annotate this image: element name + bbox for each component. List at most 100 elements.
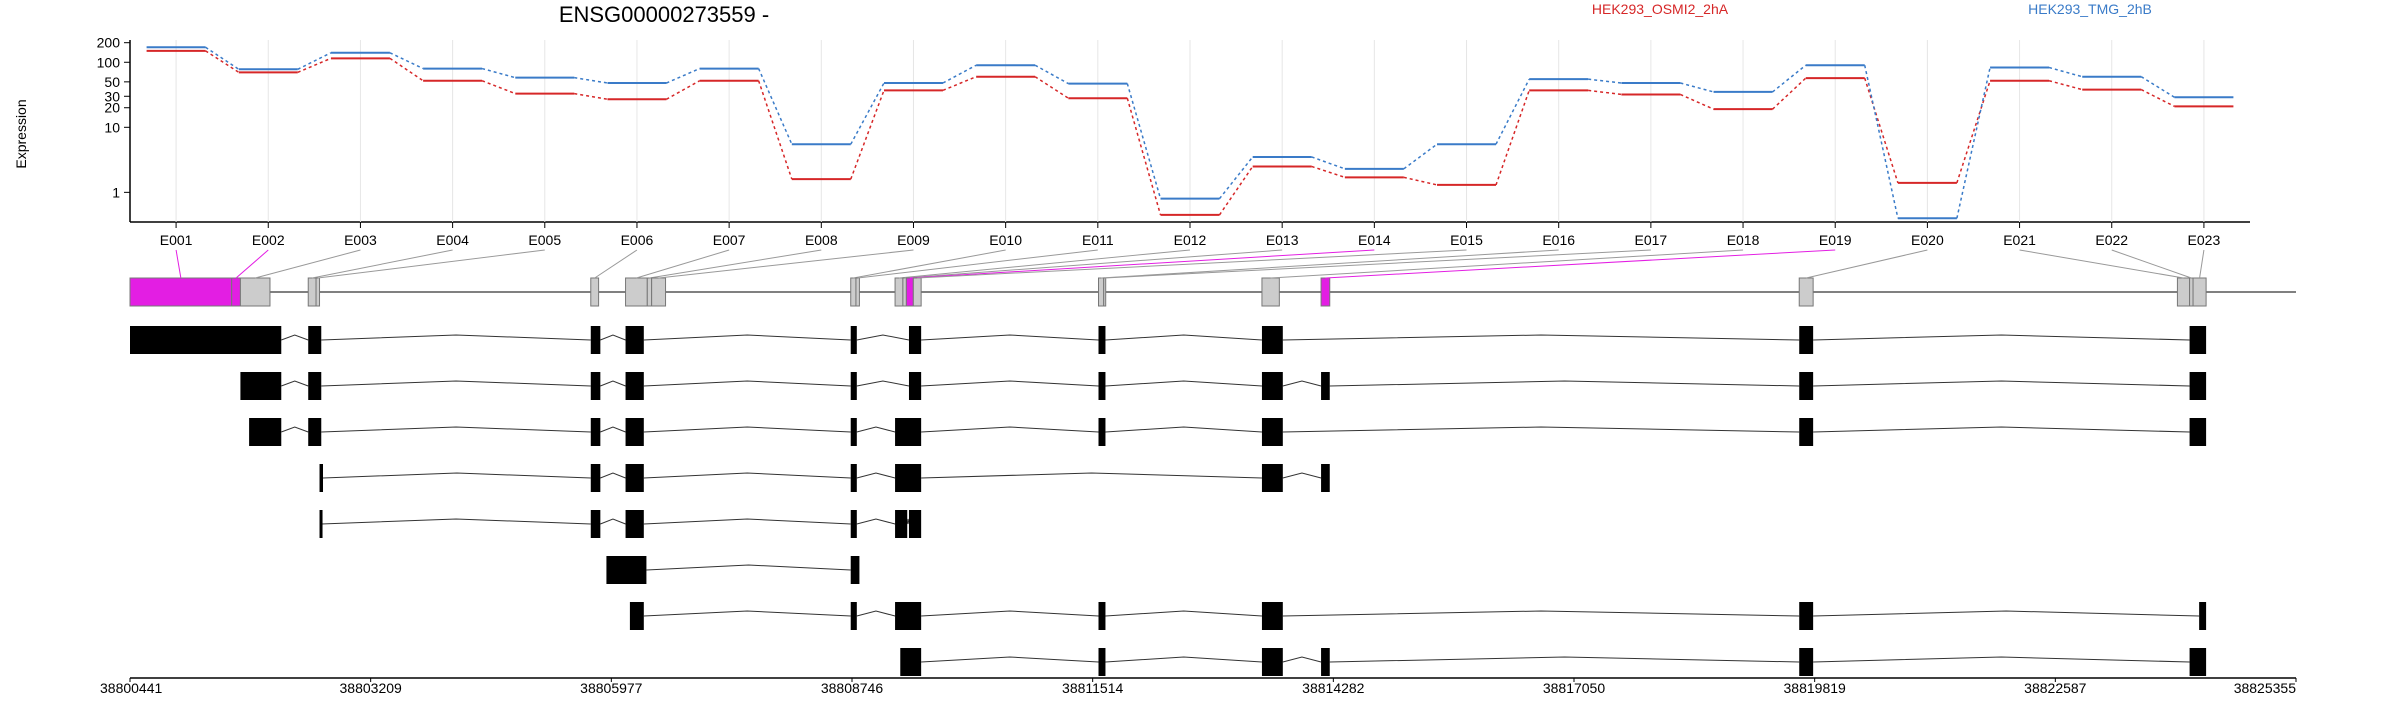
x-tick-label: E012: [1174, 232, 1207, 248]
intron-line: [1105, 334, 1262, 341]
x-tick-label: E008: [805, 232, 838, 248]
x-tick-label: E015: [1450, 232, 1483, 248]
transcript-exon: [850, 556, 860, 584]
intron-line: [1813, 426, 2190, 433]
transcript-exon: [240, 372, 282, 400]
exon-segment-E023: [2192, 277, 2207, 307]
exon-segment-E003: [239, 277, 271, 307]
intron-line: [646, 564, 851, 571]
intron-line: [1105, 610, 1262, 617]
transcript-exon: [1261, 326, 1283, 354]
intron-line: [322, 472, 591, 479]
intron-line: [1813, 380, 2190, 387]
intron-line: [1329, 656, 1800, 663]
intron-line: [600, 472, 626, 479]
intron-line: [921, 380, 1099, 387]
intron-line: [856, 518, 896, 525]
exon-mapping-line-E022: [2111, 249, 2192, 279]
transcript-exon: [1098, 372, 1106, 400]
intron-line: [643, 334, 851, 341]
transcript-exon: [1799, 602, 1814, 630]
transcript-exon: [1321, 648, 1330, 676]
intron-line: [321, 380, 591, 387]
y-tick-label: 10: [104, 119, 120, 135]
x-tick-label: E009: [897, 232, 930, 248]
exon-mapping-line-E015: [917, 249, 1467, 279]
transcript-exon: [629, 602, 644, 630]
connector-line: [389, 57, 424, 82]
connector-line: [1588, 78, 1622, 84]
x-tick-label: E018: [1727, 232, 1760, 248]
connector-line: [1311, 165, 1346, 179]
y-tick-label: 20: [104, 100, 120, 116]
connector-line: [757, 68, 793, 145]
connector-line: [2048, 66, 2083, 78]
exon-mapping-line-E014: [909, 249, 1375, 279]
transcript-exon: [1321, 372, 1330, 400]
y-tick-label: 50: [104, 74, 120, 90]
transcript-exon: [308, 326, 322, 354]
connector-line: [2140, 88, 2175, 108]
intron-line: [856, 380, 910, 387]
connector-line: [1218, 156, 1254, 200]
transcript-exon: [590, 510, 601, 538]
exon-mapping-line-E003: [255, 249, 361, 279]
transcript-exon: [2189, 418, 2207, 446]
exon-mapping-line-E002: [235, 249, 269, 279]
x-tick-label: E017: [1635, 232, 1668, 248]
intron-line: [856, 472, 896, 479]
y-tick-label: 30: [104, 88, 120, 104]
y-tick-label: 200: [97, 35, 121, 51]
transcript-exon: [2199, 602, 2207, 630]
intron-line: [1105, 380, 1262, 387]
genomic-axis-label: 38800441: [100, 680, 163, 696]
intron-line: [600, 334, 626, 341]
exon-segment-E007: [625, 277, 648, 307]
transcript-exon: [308, 372, 322, 400]
transcript-exon: [2189, 372, 2207, 400]
exon-mapping-line-E005: [317, 249, 545, 279]
transcript-exon: [908, 510, 922, 538]
transcript-exon: [895, 464, 922, 492]
transcript-exon: [2189, 648, 2207, 676]
x-tick-label: E003: [344, 232, 377, 248]
intron-line: [921, 610, 1099, 617]
transcript-exon: [590, 464, 601, 492]
intron-line: [281, 426, 309, 433]
genomic-axis-label: 38803209: [340, 680, 403, 696]
intron-line: [856, 426, 896, 433]
x-tick-label: E011: [1082, 232, 1114, 248]
exon-mapping-line-E007: [636, 249, 730, 279]
intron-line: [643, 610, 851, 617]
intron-line: [921, 472, 1262, 479]
intron-line: [643, 380, 851, 387]
exon-mapping-line-E012: [898, 249, 1191, 279]
exon-mapping-line-E010: [853, 249, 1006, 279]
transcript-exon: [850, 510, 857, 538]
exon-segment-E015: [912, 277, 922, 307]
chart-title: ENSG00000273559 -: [559, 2, 769, 27]
connector-line: [389, 52, 424, 70]
connector-line: [1772, 64, 1807, 93]
exon-segment-E020: [1798, 277, 1814, 307]
exon-segment-E005: [315, 277, 321, 307]
transcript-exon: [908, 372, 922, 400]
exon-segment-E019: [1320, 277, 1331, 307]
intron-line: [321, 426, 591, 433]
connector-line: [297, 52, 332, 70]
connector-line: [1403, 143, 1438, 170]
transcript-exon: [1261, 648, 1283, 676]
x-tick-label: E014: [1358, 232, 1391, 248]
transcript-exon: [908, 326, 922, 354]
exon-mapping-line-E023: [2199, 249, 2205, 279]
intron-line: [1329, 380, 1800, 387]
transcript-exon: [1321, 464, 1330, 492]
transcript-exon: [625, 464, 644, 492]
exon-mapping-line-E001: [175, 249, 182, 279]
connector-line: [574, 92, 608, 100]
transcript-exon: [1799, 648, 1814, 676]
connector-line: [1680, 93, 1714, 110]
transcript-exon: [625, 326, 644, 354]
x-tick-label: E023: [2188, 232, 2221, 248]
